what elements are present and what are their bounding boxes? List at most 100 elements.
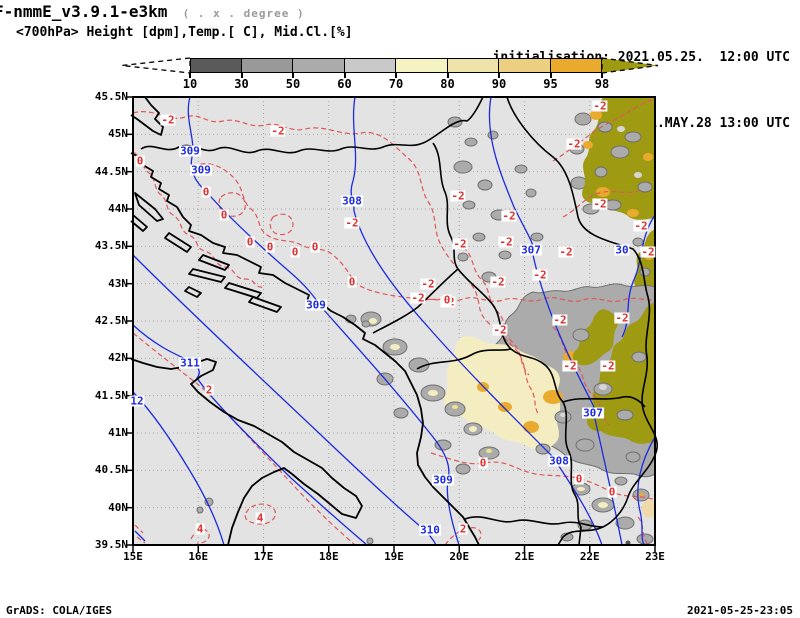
temp-contour-label: 0 (290, 245, 300, 259)
lat-label: 42N (108, 351, 128, 365)
temp-contour-label: 0 (245, 235, 255, 249)
colorbar-segment (499, 58, 551, 73)
temp-contour-label: -2 (600, 359, 616, 373)
temp-contour-label: -2 (490, 275, 506, 289)
temp-contour-label: -2 (492, 323, 508, 337)
temp-contour-label: -2 (532, 268, 548, 282)
lon-label: 16E (188, 550, 209, 563)
colorbar-segment (241, 58, 293, 73)
temp-contour-label: 0 (574, 472, 584, 486)
lat-label: 43N (108, 276, 128, 290)
colorbar-tick (446, 73, 449, 78)
temp-contour-label: 0 (219, 208, 229, 222)
grads-credit: GrADS: COLA/IGES (6, 604, 112, 617)
lat-label: 45N (108, 127, 128, 141)
height-contour-label: 310 (419, 523, 441, 537)
lat-label: 39.5N (94, 537, 128, 551)
temp-contour-label: 0 (135, 154, 145, 168)
height-contour-label: 307 (582, 406, 604, 420)
lon-label: 18E (318, 550, 339, 563)
cloud-shading (196, 97, 656, 546)
height-contour-label: 309 (432, 473, 454, 487)
colorbar-tick (343, 73, 346, 78)
lon-label: 23E (645, 550, 665, 563)
temp-contour-label: -2 (552, 313, 568, 327)
colorbar-tick-label: 10 (182, 77, 198, 91)
temp-contour-label: 2 (458, 522, 468, 536)
temp-contour-label: 0 (478, 456, 488, 470)
height-contour-label: 311 (179, 356, 201, 370)
colorbar-tick-label: 30 (234, 77, 249, 91)
temp-contour-label: -2 (633, 219, 649, 233)
temp-contour-label: -2 (160, 113, 176, 127)
lon-label: 20E (449, 550, 470, 563)
lon-label: 22E (579, 550, 600, 563)
lat-label: 40N (108, 500, 128, 514)
temp-contour-label: 0 (201, 185, 211, 199)
temp-contour-label: -2 (420, 277, 436, 291)
colorbar-tick (601, 73, 603, 78)
temp-contour-label: -2 (344, 216, 360, 230)
colorbar-tick-label: 80 (440, 77, 455, 91)
map-graphics (126, 96, 658, 552)
creation-timestamp: 2021-05-25-23:05 (687, 604, 793, 617)
lon-label: 19E (384, 550, 404, 563)
model-title: F-nmmE_v3.9.1-e3km (0, 2, 168, 21)
temp-contour-label: -2 (501, 209, 517, 223)
colorbar-left-arrow (121, 57, 191, 74)
map-panel: 309 309 309 309 308 308 307 307 310 311 12 30 -2 -2 -2… (126, 96, 658, 552)
temp-contour-label: -2 (410, 291, 426, 305)
colorbar-tick (549, 73, 552, 78)
temp-contour-label: 4 (255, 511, 265, 525)
height-contour-label: 309 (190, 163, 212, 177)
colorbar-right-arrow (601, 57, 659, 74)
temp-contour-label: -2 (498, 235, 514, 249)
lat-label: 40.5N (94, 463, 128, 477)
colorbar-segment (344, 58, 396, 73)
lon-label: 17E (253, 550, 274, 563)
colorbar-tick-label: 60 (337, 77, 352, 91)
lat-label: 44N (108, 201, 128, 215)
lon-label: 15E (123, 550, 143, 563)
temp-contour-label: -2 (614, 311, 630, 325)
temp-contour-label: -2 (452, 237, 468, 251)
colorbar-segment (190, 58, 242, 73)
temp-contour-label: -2 (640, 245, 656, 259)
temp-contour-label: 4 (195, 522, 205, 536)
height-contour-label: 30 (614, 243, 630, 257)
colorbar-tick-label: 95 (543, 77, 558, 91)
colorbar-tick-label: 90 (491, 77, 507, 91)
colorbar-tick (240, 73, 243, 78)
height-contour-label: 12 (129, 394, 145, 408)
colorbar-tick-label: 50 (285, 77, 301, 91)
map-frame (132, 96, 656, 546)
temp-contour-label: 2 (204, 383, 214, 397)
colorbar-tick (498, 73, 500, 78)
temp-contour-label: 0 (310, 240, 320, 254)
temp-contour-label: -2 (592, 99, 608, 113)
temp-contour-label: 0 (607, 485, 617, 499)
page-title: F-nmmE_v3.9.1-e3km ( . x . degree ) (0, 2, 305, 21)
lon-label: 21E (514, 550, 535, 563)
colorbar-segment (293, 58, 345, 73)
lat-label: 41N (108, 425, 128, 439)
temp-contour-label: -2 (592, 197, 608, 211)
height-contour-label: 309 (305, 298, 327, 312)
height-contour-label: 308 (341, 194, 363, 208)
cloud-cover-colorbar: 10 30 50 60 70 80 90 95 98 (0, 0, 800, 96)
temp-contour-label: -2 (270, 124, 286, 138)
temp-contour-label: -2 (566, 137, 582, 151)
height-contour-label: 307 (520, 243, 542, 257)
colorbar-tick-label: 98 (594, 77, 610, 91)
field-title: <700hPa> Height [dpm],Temp.[ C], Mid.Cl.… (16, 25, 353, 40)
colorbar-tick (292, 73, 294, 78)
colorbar-tick (395, 73, 397, 78)
temp-contour-label: -2 (562, 359, 578, 373)
axis-ticks (126, 96, 656, 552)
colorbar-tick-label: 70 (388, 77, 404, 91)
lat-label: 41.5N (94, 388, 128, 402)
model-subtitle: ( . x . degree ) (167, 7, 305, 20)
temp-contour-label: 0 (347, 275, 357, 289)
height-contour-label: 309 (179, 144, 201, 158)
lat-label: 42.5N (94, 313, 128, 327)
